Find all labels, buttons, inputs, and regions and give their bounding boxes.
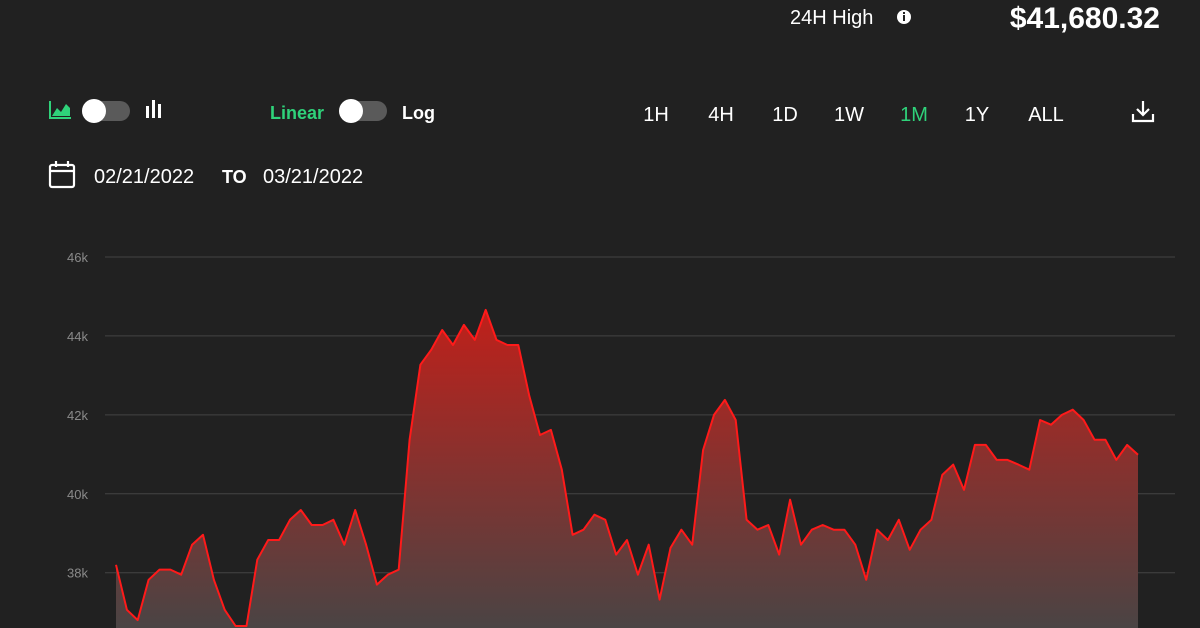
range-button[interactable]: 1W — [834, 104, 864, 126]
range-button[interactable]: ALL — [1028, 104, 1064, 126]
y-tick-label: 42k — [67, 408, 88, 423]
line — [115, 308, 1139, 627]
stat-label: 24H High — [790, 7, 873, 29]
date-to[interactable]: 03/21/2022 — [263, 166, 363, 188]
area-chart-icon[interactable] — [49, 101, 71, 119]
y-tick-label: 44k — [67, 329, 88, 344]
scale-option[interactable]: Linear — [270, 103, 324, 123]
range-button[interactable]: 1D — [772, 104, 798, 126]
download-icon[interactable] — [1131, 101, 1155, 123]
chart-type-toggle[interactable] — [82, 99, 130, 123]
date-from[interactable]: 02/21/2022 — [94, 166, 194, 188]
calendar-icon[interactable] — [48, 161, 76, 189]
scale-toggle[interactable] — [339, 99, 387, 123]
range-button[interactable]: 1Y — [965, 104, 989, 126]
plot: 38k 40k 42k 44k 46k — [67, 250, 1175, 628]
range-button[interactable]: 4H — [708, 104, 734, 126]
y-tick-label: 46k — [67, 250, 88, 265]
range-button[interactable]: 1M — [900, 104, 928, 126]
info-icon[interactable] — [897, 10, 911, 24]
date-separator: TO — [222, 167, 247, 187]
area — [116, 309, 1138, 628]
y-tick-label: 40k — [67, 487, 88, 502]
bar-chart-icon[interactable] — [146, 100, 161, 118]
y-tick-label: 38k — [67, 566, 88, 581]
range-button[interactable]: 1H — [643, 104, 669, 126]
stat-value: $41,680.32 — [1010, 2, 1160, 35]
scale-option[interactable]: Log — [402, 103, 435, 123]
